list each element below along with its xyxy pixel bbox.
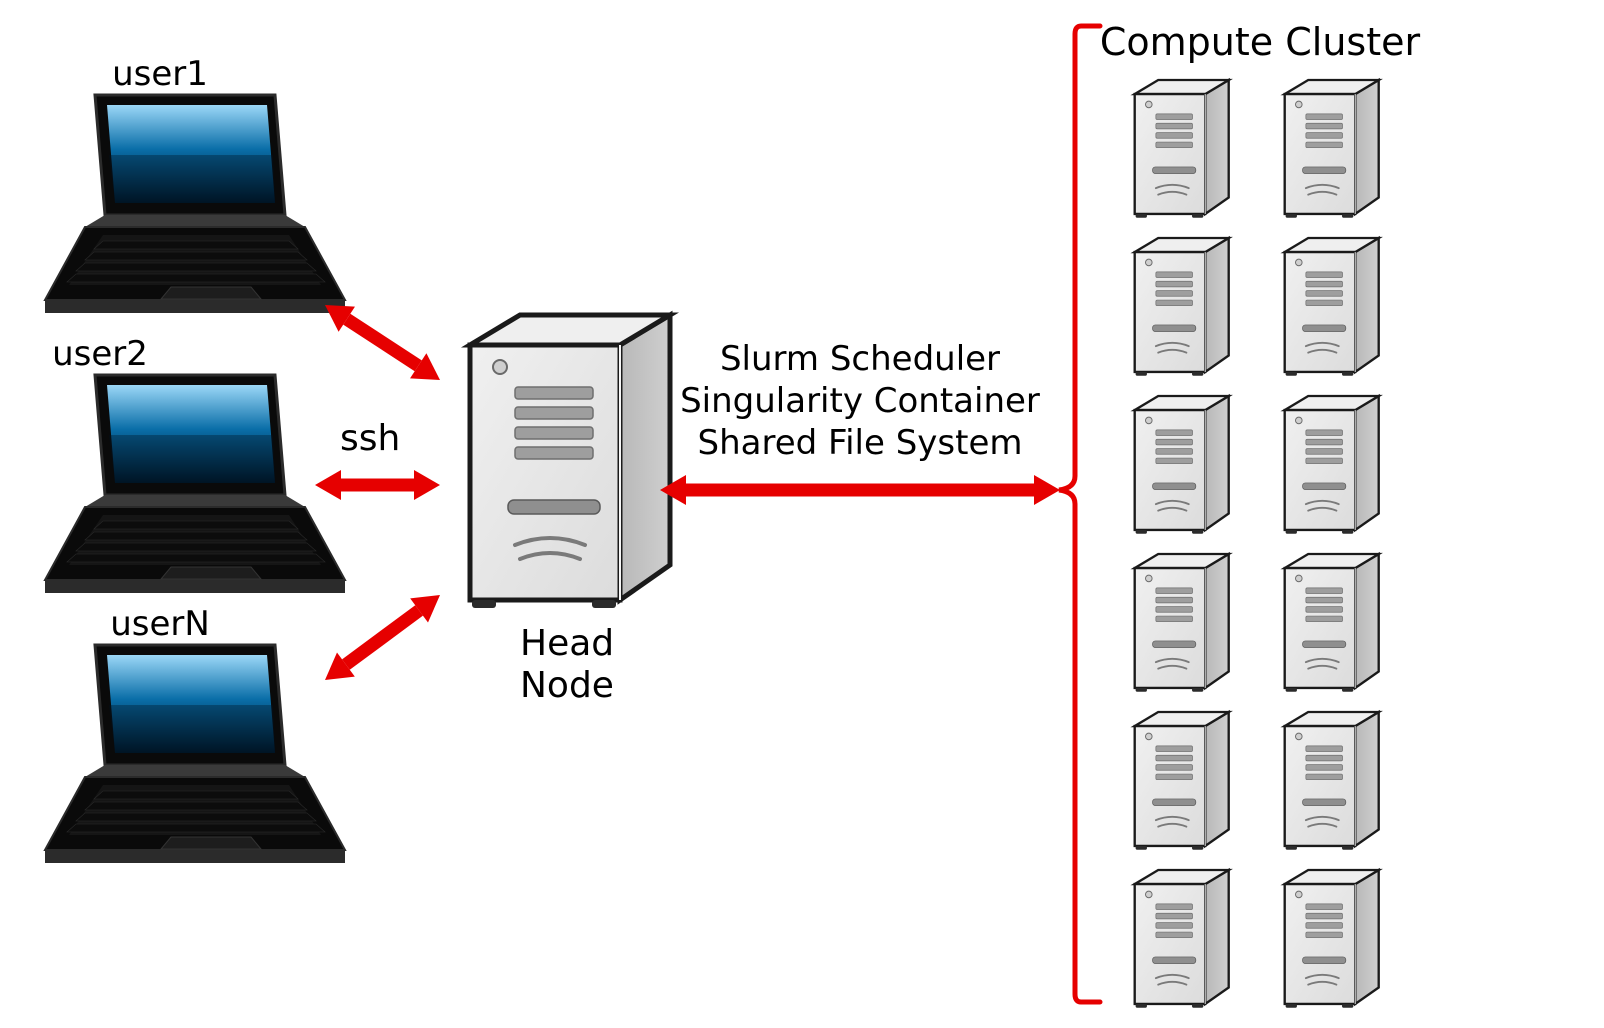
laptop-user-1-icon — [45, 95, 345, 313]
arrow-user3-head — [325, 595, 440, 680]
head-node-server-icon — [470, 315, 670, 608]
head-node-label-line2: Node — [520, 665, 614, 706]
ssh-label: ssh — [340, 418, 400, 459]
cluster-node-6-icon — [1285, 396, 1379, 534]
arrow-user2-head — [315, 470, 440, 500]
cluster-title: Compute Cluster — [1100, 20, 1421, 64]
cluster-node-10-icon — [1285, 712, 1379, 850]
cluster-node-5-icon — [1135, 396, 1229, 534]
cluster-node-7-icon — [1135, 554, 1229, 692]
cluster-node-11-icon — [1135, 870, 1229, 1008]
cluster-node-1-icon — [1135, 80, 1229, 218]
user-label-3: userN — [110, 604, 210, 644]
cluster-node-4-icon — [1285, 238, 1379, 376]
cluster-node-12-icon — [1285, 870, 1379, 1008]
cluster-node-3-icon — [1135, 238, 1229, 376]
head-node-label-line1: Head — [520, 623, 614, 664]
laptop-user-3-icon — [45, 645, 345, 863]
cluster-node-2-icon — [1285, 80, 1379, 218]
middle-label-2: Singularity Container — [680, 381, 1040, 421]
laptop-user-2-icon — [45, 375, 345, 593]
user-label-2: user2 — [52, 334, 148, 374]
middle-label-1: Slurm Scheduler — [720, 339, 1000, 379]
arrow-head-cluster — [660, 475, 1060, 505]
user-label-1: user1 — [112, 54, 208, 94]
middle-label-3: Shared File System — [698, 423, 1023, 463]
arrow-user1-head — [325, 305, 440, 380]
cluster-node-8-icon — [1285, 554, 1379, 692]
cluster-bracket — [1059, 26, 1100, 1002]
cluster-node-9-icon — [1135, 712, 1229, 850]
